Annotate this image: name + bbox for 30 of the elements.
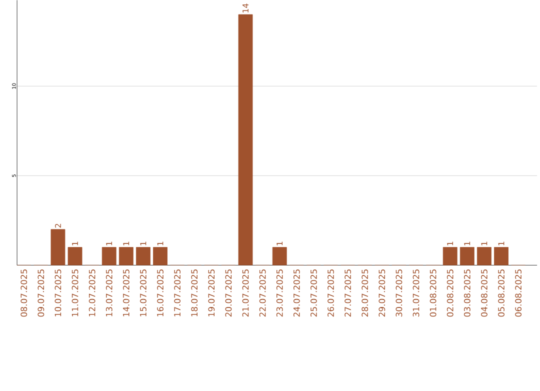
x-tick-label: 18.07.2025 bbox=[191, 270, 198, 316]
x-tick-label: 26.07.2025 bbox=[328, 270, 334, 317]
x-tick-label: 27.07.2025 bbox=[344, 270, 352, 317]
x-tick-label: 04.08.2025 bbox=[481, 270, 488, 317]
x-tick-label: 05.08.2025 bbox=[498, 270, 504, 317]
x-tick-label: 25.07.2025 bbox=[310, 270, 317, 317]
x-tick-label: 30.07.2025 bbox=[396, 270, 402, 317]
x-tick-label: 10.07.2025 bbox=[54, 270, 62, 316]
x-tick-label: 02.08.2025 bbox=[446, 270, 454, 317]
x-tick-label: 16.07.2025 bbox=[157, 270, 164, 316]
x-tick-label: 22.07.2025 bbox=[259, 270, 266, 317]
x-tick-label: 12.07.2025 bbox=[88, 270, 96, 316]
x-tick-label: 17.07.2025 bbox=[174, 270, 181, 316]
x-tick-label: 24.07.2025 bbox=[293, 270, 300, 317]
x-tick-label: 20.07.2025 bbox=[225, 270, 232, 317]
x-tick-label: 09.07.2025 bbox=[38, 270, 44, 317]
x-tick-label: 11.07.2025 bbox=[72, 270, 78, 316]
x-tick-label: 21.07.2025 bbox=[242, 270, 249, 317]
x-tick-label: 23.07.2025 bbox=[276, 270, 283, 317]
x-tick-label: 08.07.2025 bbox=[20, 270, 28, 317]
x-tick-label: 29.07.2025 bbox=[378, 270, 386, 317]
x-tick-label: 19.07.2025 bbox=[208, 270, 215, 316]
x-tick-label: 15.07.2025 bbox=[140, 270, 146, 316]
x-tick-label: 31.07.2025 bbox=[412, 270, 420, 317]
x-tick-label: 14.07.2025 bbox=[122, 270, 130, 316]
x-tick-label: 03.08.2025 bbox=[464, 270, 470, 317]
x-tick-label: 06.08.2025 bbox=[515, 270, 522, 317]
x-tick-label: 28.07.2025 bbox=[362, 270, 368, 317]
x-tick-label: 01.08.2025 bbox=[430, 270, 436, 317]
x-tick-label: 13.07.2025 bbox=[106, 270, 112, 316]
